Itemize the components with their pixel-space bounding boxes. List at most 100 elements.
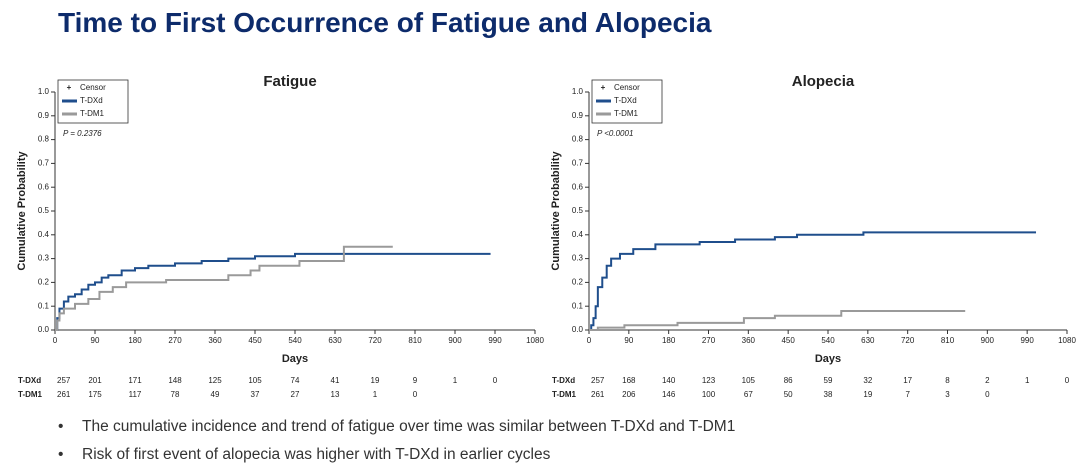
risk-count: 59	[824, 376, 833, 385]
y-tick-label: 0.2	[38, 278, 50, 287]
x-tick-label: 630	[328, 336, 342, 345]
risk-count: 78	[171, 390, 180, 399]
y-tick-label: 0.7	[572, 159, 584, 168]
legend-marker: +	[67, 83, 72, 92]
chart-title: Alopecia	[792, 73, 855, 90]
y-tick-label: 1.0	[572, 87, 584, 96]
risk-count: 86	[784, 376, 793, 385]
x-tick-label: 180	[128, 336, 142, 345]
risk-count: 2	[985, 376, 990, 385]
x-tick-label: 810	[408, 336, 422, 345]
y-tick-label: 0.9	[572, 111, 584, 120]
y-tick-label: 0.2	[572, 278, 584, 287]
legend-marker: +	[601, 83, 606, 92]
risk-count: 37	[251, 390, 260, 399]
legend-label: Censor	[614, 83, 640, 92]
bullet-dot: •	[58, 446, 63, 463]
risk-count: 201	[88, 376, 102, 385]
x-tick-label: 900	[448, 336, 462, 345]
risk-count: 8	[945, 376, 950, 385]
risk-count: 125	[208, 376, 222, 385]
y-tick-label: 0.7	[38, 159, 50, 168]
x-tick-label: 270	[702, 336, 716, 345]
bullet: The cumulative incidence and trend of fa…	[82, 418, 735, 435]
km-curve	[55, 245, 393, 331]
risk-count: 175	[88, 390, 102, 399]
risk-count: 100	[702, 390, 716, 399]
y-tick-label: 0.1	[572, 301, 584, 310]
risk-count: 1	[373, 390, 378, 399]
x-tick-label: 990	[1020, 336, 1034, 345]
risk-count: 0	[413, 390, 418, 399]
x-tick-label: 0	[587, 336, 592, 345]
risk-count: 7	[905, 390, 910, 399]
p-value: P <0.0001	[597, 129, 633, 138]
risk-count: 49	[211, 390, 220, 399]
bullet-dot: •	[58, 418, 63, 435]
bullet: Risk of first event of alopecia was high…	[82, 446, 551, 463]
km-curve	[55, 252, 491, 331]
y-tick-label: 0.0	[38, 325, 50, 334]
slide-title: Time to First Occurrence of Fatigue and …	[58, 7, 712, 38]
risk-count: 32	[863, 376, 872, 385]
risk-count: 0	[985, 390, 990, 399]
km-curve	[589, 231, 1037, 331]
legend-label: T-DM1	[614, 109, 639, 118]
x-tick-label: 450	[248, 336, 262, 345]
risk-count: 9	[413, 376, 418, 385]
risk-row-label: T-DM1	[552, 390, 577, 399]
risk-count: 261	[57, 390, 71, 399]
risk-count: 41	[331, 376, 340, 385]
x-tick-label: 90	[91, 336, 100, 345]
x-tick-label: 90	[624, 336, 633, 345]
risk-count: 3	[945, 390, 950, 399]
legend-label: T-DXd	[614, 96, 637, 105]
y-tick-label: 0.3	[38, 254, 50, 263]
risk-count: 105	[742, 376, 756, 385]
risk-count: 168	[622, 376, 636, 385]
chart-title: Fatigue	[263, 73, 316, 90]
x-tick-label: 360	[208, 336, 222, 345]
y-tick-label: 0.4	[38, 230, 50, 239]
risk-count: 38	[824, 390, 833, 399]
risk-count: 0	[493, 376, 498, 385]
risk-count: 148	[168, 376, 182, 385]
risk-count: 117	[129, 390, 142, 399]
risk-count: 261	[591, 390, 605, 399]
y-tick-label: 0.6	[572, 182, 584, 191]
x-tick-label: 0	[53, 336, 58, 345]
risk-count: 257	[591, 376, 605, 385]
x-tick-label: 990	[488, 336, 502, 345]
y-tick-label: 0.3	[572, 254, 584, 263]
risk-count: 123	[702, 376, 716, 385]
y-tick-label: 0.5	[572, 206, 584, 215]
risk-count: 50	[784, 390, 793, 399]
risk-count: 206	[622, 390, 636, 399]
risk-count: 74	[291, 376, 300, 385]
risk-count: 19	[863, 390, 872, 399]
risk-row-label: T-DXd	[552, 376, 575, 385]
risk-count: 1	[453, 376, 458, 385]
y-tick-label: 1.0	[38, 87, 50, 96]
x-tick-label: 900	[981, 336, 995, 345]
risk-count: 171	[128, 376, 142, 385]
risk-count: 257	[57, 376, 71, 385]
risk-count: 146	[662, 390, 676, 399]
y-axis-label: Cumulative Probability	[16, 151, 28, 271]
x-tick-label: 540	[821, 336, 835, 345]
y-tick-label: 0.9	[38, 111, 50, 120]
y-tick-label: 0.4	[572, 230, 584, 239]
x-tick-label: 1080	[1058, 336, 1076, 345]
x-tick-label: 270	[168, 336, 182, 345]
y-tick-label: 0.8	[572, 135, 584, 144]
risk-count: 27	[291, 390, 300, 399]
y-tick-label: 0.1	[38, 301, 50, 310]
x-axis-label: Days	[282, 353, 308, 365]
x-tick-label: 630	[861, 336, 875, 345]
x-tick-label: 1080	[526, 336, 544, 345]
risk-count: 105	[248, 376, 262, 385]
risk-count: 67	[744, 390, 753, 399]
risk-row-label: T-DM1	[18, 390, 43, 399]
risk-row-label: T-DXd	[18, 376, 41, 385]
